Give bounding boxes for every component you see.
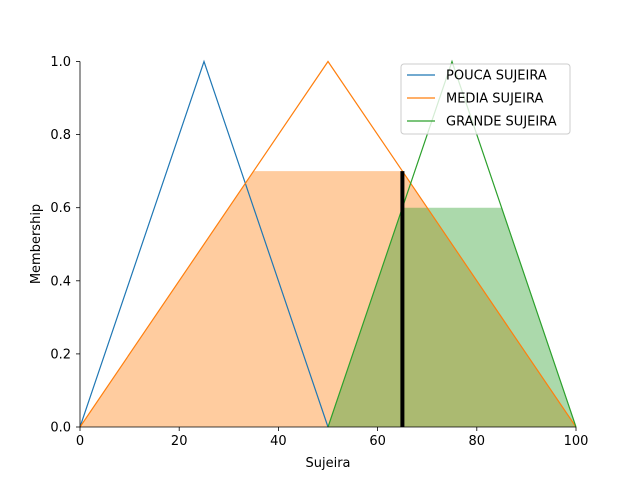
activation-fill-media-sujeira: [80, 171, 576, 427]
y-tick-label: 0.4: [50, 274, 71, 289]
y-tick-label: 0.2: [50, 347, 71, 362]
series-line-media-sujeira: [79, 60, 577, 428]
activation-fills: [80, 171, 576, 427]
legend-label-pouca-sujeira: POUCA SUJEIRA: [446, 69, 547, 84]
legend-box: [400, 63, 571, 135]
activation-fill-grande-sujeira: [328, 207, 576, 427]
legend-label-grande-sujeira: GRANDE SUJEIRA: [446, 115, 557, 130]
legend: POUCA SUJEIRA MEDIA SUJEIRA GRANDE SUJEIRA: [400, 63, 571, 135]
x-tick-label: 0: [76, 434, 84, 449]
x-tick-label: 40: [270, 434, 287, 449]
y-tick-label: 0.6: [50, 201, 71, 216]
x-tick-label: 80: [469, 434, 486, 449]
x-tick-label: 60: [369, 434, 386, 449]
y-axis-label: Membership: [29, 204, 44, 284]
x-tick-label: 20: [171, 434, 188, 449]
series-line-grande-sujeira: [327, 59, 577, 428]
y-ticks: 0.0 0.2 0.4 0.6 0.8 1.0: [50, 55, 80, 436]
x-tick-label: 100: [564, 434, 589, 449]
y-tick-label: 0.0: [50, 421, 71, 436]
series-lines: [79, 59, 577, 428]
x-ticks: 0 20 40 60 80 100: [76, 427, 589, 449]
series-line-pouca-sujeira: [79, 59, 329, 428]
legend-label-media-sujeira: MEDIA SUJEIRA: [446, 92, 543, 107]
x-axis-label: Sujeira: [305, 456, 350, 471]
axes: [79, 61, 576, 428]
y-tick-label: 0.8: [50, 128, 71, 143]
y-tick-label: 1.0: [50, 55, 71, 70]
